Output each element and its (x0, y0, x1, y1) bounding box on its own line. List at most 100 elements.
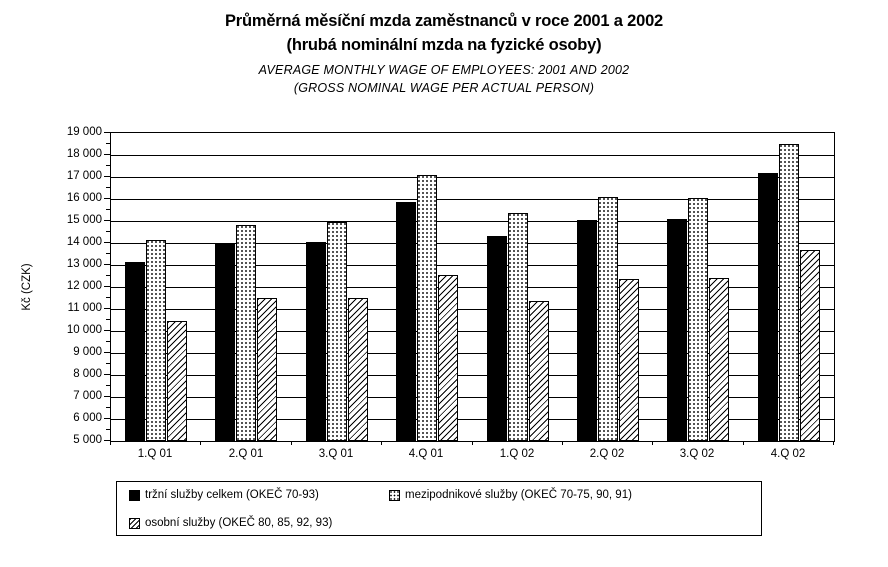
bar (709, 278, 729, 441)
bar (598, 197, 618, 441)
gridline (111, 352, 834, 354)
x-tick-label: 2.Q 01 (228, 448, 264, 460)
y-minor-tick (106, 318, 110, 320)
y-tick-label: 16 000 (66, 192, 102, 204)
bar (125, 262, 145, 441)
y-tick-label: 5 000 (73, 434, 102, 446)
legend-swatch-dotted (389, 489, 400, 501)
y-minor-tick (106, 142, 110, 144)
y-major-tick (104, 153, 110, 155)
x-tick-label: 1.Q 01 (137, 448, 173, 460)
gridline (111, 154, 834, 156)
y-tick-label: 10 000 (66, 324, 102, 336)
y-major-tick (104, 395, 110, 397)
y-minor-tick (106, 428, 110, 430)
chart-title-czech-line2: (hrubá nominální mzda na fyzické osoby) (286, 36, 602, 54)
gridline (111, 242, 834, 244)
x-tick (562, 441, 563, 445)
x-tick (743, 441, 744, 445)
y-major-tick (104, 131, 110, 133)
y-minor-tick (106, 362, 110, 364)
y-major-tick (104, 351, 110, 353)
y-tick-label: 11 000 (67, 302, 102, 314)
x-tick-label: 4.Q 01 (408, 448, 444, 460)
bar (236, 225, 256, 441)
bar (758, 173, 778, 441)
y-tick-label: 9 000 (73, 346, 102, 358)
y-minor-tick (106, 340, 110, 342)
y-minor-tick (106, 406, 110, 408)
bar (417, 175, 437, 441)
y-tick-label: 15 000 (66, 214, 102, 226)
x-tick (200, 441, 201, 445)
bar (508, 213, 528, 441)
y-minor-tick (106, 164, 110, 166)
chart-title-czech-line1: Průměrná měsíční mzda zaměstnanců v roce… (224, 12, 664, 30)
y-major-tick (104, 307, 110, 309)
x-tick (652, 441, 653, 445)
x-tick-label: 4.Q 02 (770, 448, 806, 460)
y-major-tick (104, 417, 110, 419)
y-major-tick (104, 175, 110, 177)
y-minor-tick (106, 208, 110, 210)
legend-item: tržní služby celkem (OKEČ 70-93) (129, 488, 319, 502)
bar (779, 144, 799, 441)
y-tick-label: 17 000 (66, 170, 102, 182)
y-major-tick (104, 439, 110, 441)
y-minor-tick (106, 384, 110, 386)
legend: tržní služby celkem (OKEČ 70-93) mezipod… (116, 481, 762, 536)
plot-area (110, 132, 835, 442)
y-tick-label: 14 000 (66, 236, 102, 248)
y-axis-title: Kč (CZK) (21, 263, 33, 311)
bar (619, 279, 639, 441)
gridline (111, 418, 834, 420)
gridline (111, 374, 834, 376)
chart-subtitle-english-line1: AVERAGE MONTHLY WAGE OF EMPLOYEES: 2001 … (258, 63, 630, 77)
bar (146, 240, 166, 441)
x-tick (472, 441, 473, 445)
y-tick-label: 19 000 (66, 126, 102, 138)
y-tick-label: 12 000 (66, 280, 102, 292)
gridline (111, 198, 834, 200)
y-major-tick (104, 373, 110, 375)
legend-item: osobní služby (OKEČ 80, 85, 92, 93) (129, 516, 332, 530)
legend-swatch-diagonal-hatch (129, 517, 140, 529)
y-major-tick (104, 197, 110, 199)
x-tick (110, 441, 111, 445)
x-tick-label: 2.Q 02 (589, 448, 625, 460)
bar (167, 321, 187, 441)
gridline (111, 264, 834, 266)
y-minor-tick (106, 230, 110, 232)
legend-swatch-solid-black (129, 489, 140, 501)
bar (327, 222, 347, 441)
y-major-tick (104, 241, 110, 243)
y-major-tick (104, 285, 110, 287)
x-tick (291, 441, 292, 445)
legend-label: osobní služby (OKEČ 80, 85, 92, 93) (145, 517, 333, 529)
legend-label: tržní služby celkem (OKEČ 70-93) (145, 489, 319, 501)
bar (348, 298, 368, 441)
x-tick-label: 3.Q 02 (679, 448, 715, 460)
legend-label: mezipodnikové služby (OKEČ 70-75, 90, 91… (405, 489, 632, 501)
bar (257, 298, 277, 441)
x-tick (381, 441, 382, 445)
bar (306, 242, 326, 441)
legend-item: mezipodnikové služby (OKEČ 70-75, 90, 91… (389, 488, 632, 502)
x-tick-label: 3.Q 01 (318, 448, 354, 460)
y-major-tick (104, 219, 110, 221)
y-tick-label: 7 000 (73, 390, 102, 402)
x-tick (833, 441, 834, 445)
bar (577, 220, 597, 441)
bar (667, 219, 687, 441)
bar (800, 250, 820, 441)
chart-subtitle-english-line2: (GROSS NOMINAL WAGE PER ACTUAL PERSON) (293, 81, 595, 95)
gridline (111, 396, 834, 398)
y-minor-tick (106, 274, 110, 276)
gridline (111, 330, 834, 332)
gridline (111, 176, 834, 178)
gridline (111, 308, 834, 310)
bar (529, 301, 549, 441)
y-tick-label: 8 000 (73, 368, 102, 380)
bar (688, 198, 708, 441)
y-minor-tick (106, 296, 110, 298)
